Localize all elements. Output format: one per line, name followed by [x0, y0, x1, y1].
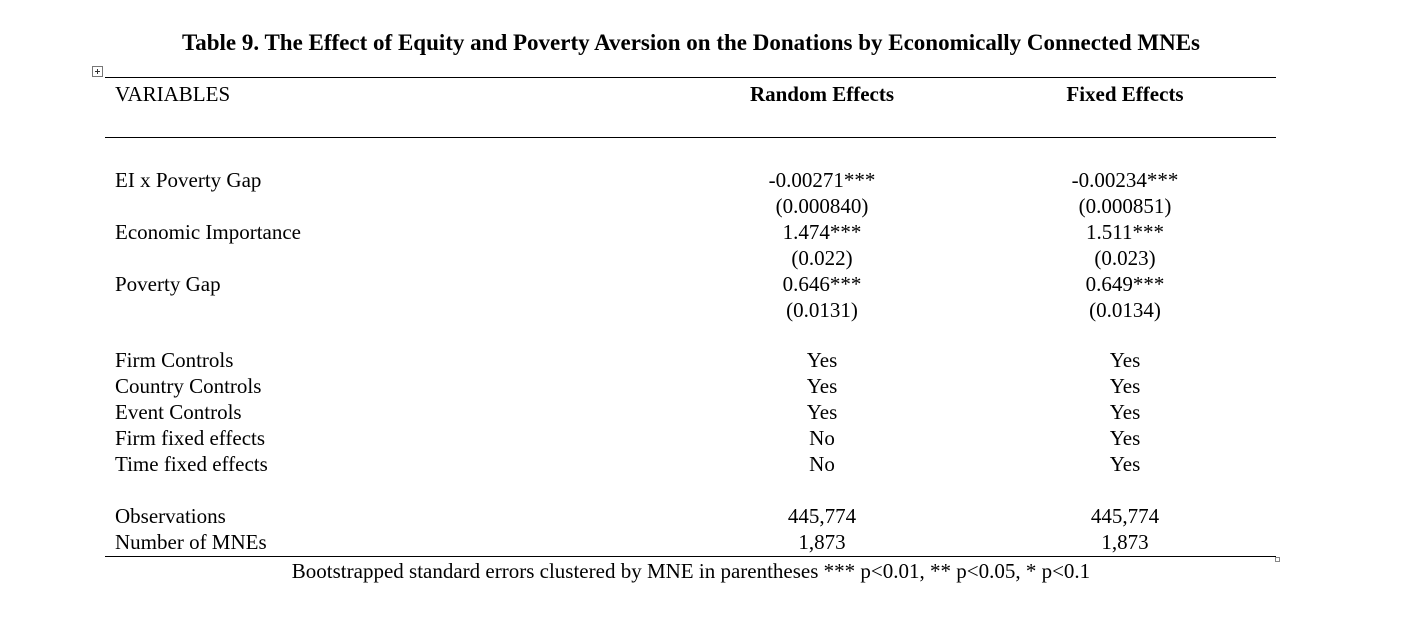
row-label: Time fixed effects [115, 452, 268, 476]
table-title: Table 9. The Effect of Equity and Povert… [182, 30, 1200, 55]
coef-value: -0.00234*** [1071, 168, 1179, 192]
stat-value: 1,873 [1101, 530, 1149, 554]
variables-header: VARIABLES [115, 82, 231, 106]
row-label: Event Controls [115, 400, 242, 424]
std-error: (0.000840) [775, 194, 869, 218]
control-value: Yes [1109, 348, 1141, 372]
row-label: Firm fixed effects [115, 426, 266, 450]
stat-value: 445,774 [787, 504, 857, 528]
stat-value: 445,774 [1090, 504, 1160, 528]
random-effects-header: Random Effects [749, 82, 895, 106]
control-value: Yes [1109, 452, 1141, 476]
control-value: Yes [1109, 374, 1141, 398]
control-value: No [809, 452, 835, 476]
control-value: Yes [806, 374, 838, 398]
coef-value: 0.646*** [782, 272, 862, 296]
table-resize-handle-icon[interactable] [1275, 557, 1280, 562]
row-label: Observations [115, 504, 226, 528]
control-value: Yes [806, 348, 838, 372]
coef-value: 1.511*** [1086, 220, 1164, 244]
coef-value: 1.474*** [782, 220, 862, 244]
top-rule [105, 77, 1276, 78]
row-label: Country Controls [115, 374, 262, 398]
std-error: (0.023) [1094, 246, 1156, 270]
std-error: (0.022) [791, 246, 853, 270]
std-error: (0.0134) [1089, 298, 1161, 322]
header-rule [105, 137, 1276, 138]
bottom-rule [105, 556, 1276, 557]
stat-value: 1,873 [798, 530, 846, 554]
coef-value: -0.00271*** [768, 168, 876, 192]
control-value: Yes [1109, 400, 1141, 424]
control-value: Yes [1109, 426, 1141, 450]
table-note: Bootstrapped standard errors clustered b… [291, 559, 1091, 583]
row-label: Poverty Gap [115, 272, 221, 296]
row-label: EI x Poverty Gap [115, 168, 262, 192]
table-move-handle-icon[interactable] [92, 66, 103, 77]
control-value: Yes [806, 400, 838, 424]
row-label: Number of MNEs [115, 530, 267, 554]
std-error: (0.0131) [786, 298, 858, 322]
control-value: No [809, 426, 835, 450]
coef-value: 0.649*** [1085, 272, 1165, 296]
fixed-effects-header: Fixed Effects [1066, 82, 1184, 106]
row-label: Economic Importance [115, 220, 302, 244]
row-label: Firm Controls [115, 348, 234, 372]
std-error: (0.000851) [1078, 194, 1172, 218]
